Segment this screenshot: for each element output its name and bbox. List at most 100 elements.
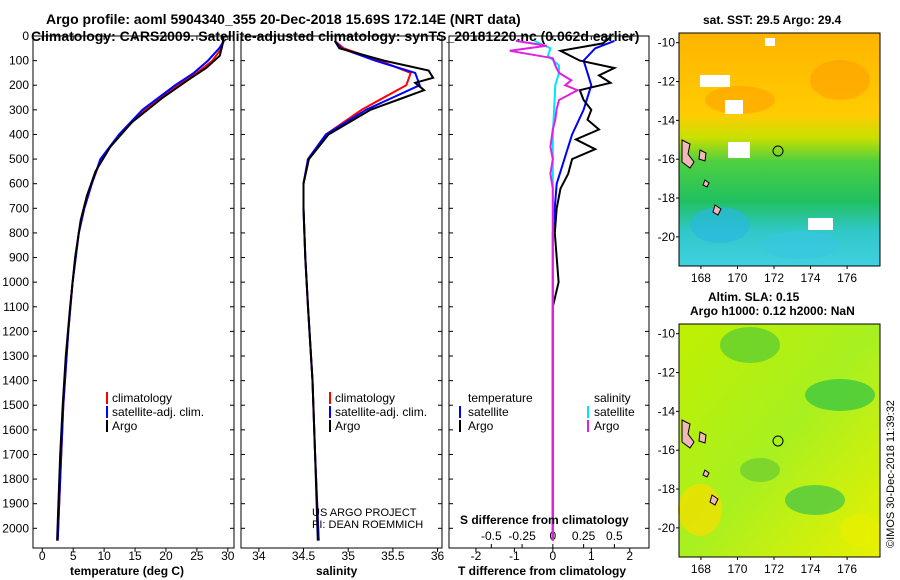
series-line-temperature-argo — [551, 36, 618, 541]
lon-tick-label: 168 — [691, 271, 711, 285]
x-tick-label: 15 — [128, 549, 142, 563]
series-line-salinity-argo — [509, 39, 580, 541]
island — [681, 419, 695, 449]
sst-cool-patch — [760, 231, 840, 259]
depth-tick-label: 800 — [9, 226, 29, 240]
float-location-marker — [772, 145, 784, 157]
lon-tick-label: 170 — [727, 271, 747, 285]
depth-tick-label: 400 — [9, 127, 29, 141]
legend-label-climatology: climatology — [112, 391, 172, 405]
x-tick-label: 10 — [97, 549, 111, 563]
difference-x-axis: -2 -1 0 1 2 — [471, 36, 633, 563]
cloud-gap — [765, 38, 775, 46]
island — [702, 469, 710, 478]
island — [681, 139, 695, 169]
x-tick-label: 35 — [342, 549, 356, 563]
legend-label-satellite: satellite-adj. clim. — [335, 405, 427, 419]
series-line-temperature-satellite — [551, 39, 615, 541]
depth-tick-label: 1200 — [2, 324, 29, 338]
lat-tick-label: -10 — [658, 327, 676, 341]
sla-map-frame — [678, 323, 881, 558]
sal-diff-tick-label: 0.25 — [572, 529, 596, 543]
x-tick-label: 5 — [70, 549, 77, 563]
x-tick-label: 2 — [626, 549, 633, 563]
temperature-xlabel: temperature (deg C) — [70, 564, 184, 578]
sla-low-patch — [785, 485, 845, 515]
cloud-gap — [725, 100, 743, 114]
lat-tick-label: -20 — [658, 230, 676, 244]
series-line-argo — [56, 37, 225, 541]
temperature-x-axis: 0 5 10 15 20 25 30 — [39, 36, 235, 563]
legend-label-climatology: climatology — [335, 391, 395, 405]
x-tick-label: -1 — [509, 549, 520, 563]
depth-tick-label: 1800 — [2, 472, 29, 486]
lon-tick-label: 172 — [764, 562, 784, 576]
depth-tick-label: 0 — [22, 29, 29, 43]
depth-tick-label: 1300 — [2, 349, 29, 363]
temperature-legend: climatology satellite-adj. clim. Argo — [106, 391, 204, 433]
depth-tick-label: 200 — [9, 78, 29, 92]
lat-tick-label: -16 — [658, 443, 676, 457]
imos-watermark: ©IMOS 30-Dec-2018 11:39:32 — [885, 400, 897, 548]
salinity-series — [302, 40, 435, 541]
x-tick-label: 36 — [431, 549, 445, 563]
salinity-legend: climatology satellite-adj. clim. Argo US… — [312, 391, 427, 531]
sla-high-patch — [840, 514, 880, 546]
sla-low-patch — [740, 458, 780, 482]
depth-tick-label: 1900 — [2, 497, 29, 511]
depth-tick-label: 700 — [9, 201, 29, 215]
sst-warm-patch — [810, 60, 870, 100]
temperature-series — [56, 37, 225, 541]
sst-map — [678, 32, 881, 267]
cloud-gap — [700, 75, 730, 87]
x-tick-label: 20 — [159, 549, 173, 563]
legend-label-temp-satellite: satellite — [468, 405, 509, 419]
depth-tick-label: 900 — [9, 251, 29, 265]
island — [709, 494, 719, 506]
legend-label-sal-satellite: satellite — [594, 405, 635, 419]
lon-tick-label: 174 — [801, 562, 821, 576]
project-credit: US ARGO PROJECT — [312, 507, 417, 519]
x-tick-label: 34.5 — [292, 549, 316, 563]
sst-map-caption: sat. SST: 29.5 Argo: 29.4 — [703, 13, 842, 27]
sst-map-axes: -10 -12 -14 -16 -18 -20 168 170 172 174 176 — [658, 36, 858, 285]
lat-tick-label: -12 — [658, 75, 676, 89]
legend-label-sal-argo: Argo — [594, 419, 620, 433]
sal-diff-tick-label: 0.5 — [606, 529, 623, 543]
pi-credit: PI: DEAN ROEMMICH — [312, 519, 423, 531]
x-tick-label: 34 — [252, 549, 266, 563]
cloud-gap — [808, 218, 833, 230]
lon-tick-label: 168 — [691, 562, 711, 576]
depth-tick-label: 1000 — [2, 275, 29, 289]
lat-tick-label: -18 — [658, 191, 676, 205]
depth-tick-label: 1400 — [2, 374, 29, 388]
x-tick-label: 25 — [190, 549, 204, 563]
series-line-argo — [302, 40, 435, 541]
salinity-x-axis: 34 34.5 35 35.5 36 — [252, 36, 445, 563]
difference-panel — [448, 35, 650, 549]
temperature-panel — [32, 35, 235, 549]
island — [698, 431, 707, 444]
legend-header-temperature: temperature — [468, 391, 533, 405]
x-tick-label: 35.5 — [381, 549, 405, 563]
depth-axis: 0 100 200 300 400 500 600 700 800 900 1000 1100 1200… — [2, 29, 649, 535]
depth-tick-label: 100 — [9, 54, 29, 68]
salinity-xlabel: salinity — [316, 564, 358, 578]
legend-label-temp-argo: Argo — [468, 419, 494, 433]
depth-tick-label: 1700 — [2, 447, 29, 461]
difference-legend: temperature satellite Argo salinity sate… — [459, 391, 635, 433]
sla-low-patch — [720, 327, 780, 363]
difference-series — [509, 36, 618, 541]
x-tick-label: 30 — [221, 549, 235, 563]
sla-low-patch — [805, 379, 875, 411]
sal-diff-tick-label: -0.25 — [508, 529, 536, 543]
lat-tick-label: -10 — [658, 36, 676, 50]
depth-tick-label: 2000 — [2, 521, 29, 535]
island — [712, 204, 722, 216]
lat-tick-label: -14 — [658, 404, 676, 418]
depth-tick-label: 500 — [9, 152, 29, 166]
float-location-marker — [772, 435, 784, 447]
lon-tick-label: 172 — [764, 271, 784, 285]
lat-tick-label: -12 — [658, 366, 676, 380]
